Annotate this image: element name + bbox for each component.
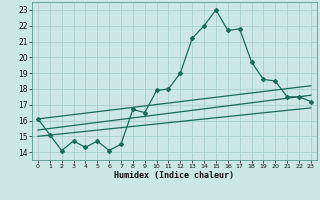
X-axis label: Humidex (Indice chaleur): Humidex (Indice chaleur) — [115, 171, 234, 180]
